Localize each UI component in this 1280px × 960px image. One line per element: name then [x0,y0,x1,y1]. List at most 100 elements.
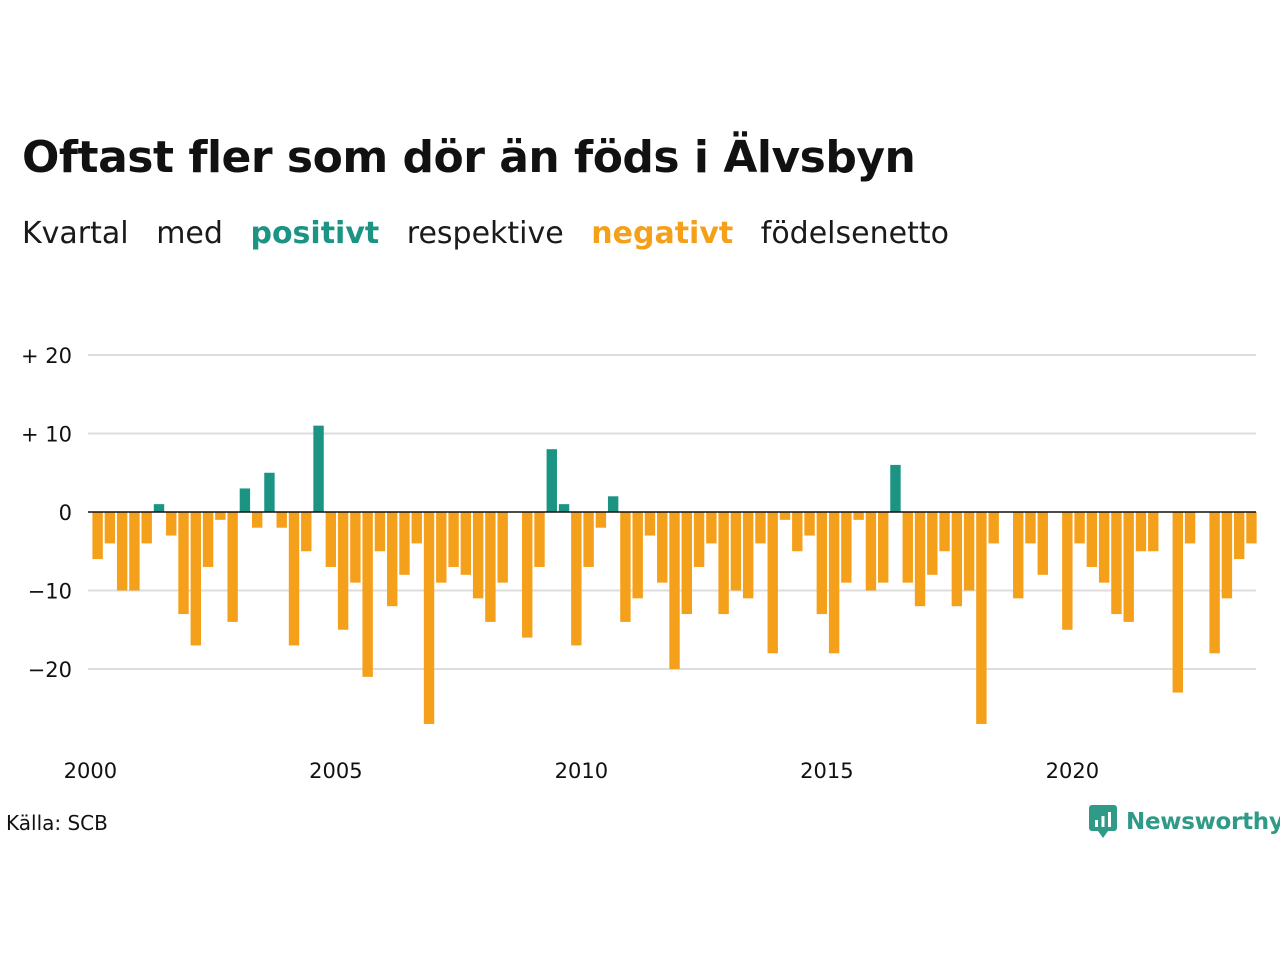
y-tick-label: −20 [28,658,72,682]
bar [1123,512,1134,622]
bar [669,512,680,669]
bar [595,512,607,528]
bar [116,512,128,591]
bar [1086,512,1098,567]
bar [804,512,815,536]
subtitle-text-kvartal: Kvartal [22,216,129,251]
bar [1074,512,1085,544]
bar [178,512,189,615]
bar [1221,512,1233,599]
bar [153,504,165,512]
source-note: Källa: SCB [6,811,108,835]
newsworthy-logo-icon [1089,805,1117,838]
x-tick-label: 2020 [1046,759,1099,783]
chart-title: Oftast fler som dör än föds i Älvsbyn [22,132,916,183]
bar [853,512,864,520]
bar [644,512,656,536]
bar [927,512,938,575]
x-tick-label: 2005 [309,759,362,783]
bar [239,488,251,512]
bar [92,512,103,560]
bar [374,512,386,552]
bar [1013,512,1024,599]
bar [1184,512,1196,544]
bar [730,512,742,591]
bar [583,512,594,567]
bar [325,512,337,567]
bar [166,512,177,536]
x-tick-label: 2015 [800,759,853,783]
bar [1098,512,1110,583]
bar [939,512,950,552]
bar [129,512,140,591]
bar [104,512,116,544]
bar [301,512,312,552]
bar [976,512,987,724]
x-tick-label: 2010 [555,759,608,783]
bar [436,512,447,583]
bar [1135,512,1147,552]
bar [1209,512,1220,654]
bar [1148,512,1159,552]
bar [411,512,422,544]
subtitle-negative-word: negativt [591,216,734,251]
bar [460,512,472,575]
bar [742,512,754,599]
bar [558,504,570,512]
bar [914,512,926,607]
brand-name: Newsworthy [1126,809,1280,835]
bar [227,512,238,622]
bar [988,512,999,544]
y-tick-label: 0 [59,501,72,525]
bar [620,512,631,622]
bar [681,512,692,615]
bar [718,512,729,615]
bar [190,512,201,646]
bar [362,512,373,677]
bar [141,512,152,544]
chart-subtitle: Kvartal med positivt respektive negativt… [22,216,967,251]
bar [350,512,361,583]
bar [951,512,963,607]
bar [902,512,913,583]
brand-logo[interactable]: Newsworthy [1088,804,1280,840]
bar [522,512,533,638]
y-tick-label: −10 [28,580,72,604]
bar [1246,512,1257,544]
x-tick-label: 2000 [64,759,117,783]
x-axis-ticks: 2000 2005 2010 2015 2020 [64,759,1099,783]
bar [215,512,226,520]
y-tick-label: + 10 [21,423,72,447]
bar [1062,512,1073,630]
bar [632,512,643,599]
bar [1037,512,1048,575]
bar [251,512,263,528]
bar [1111,512,1122,615]
subtitle-text-med: med [156,216,223,251]
bar [693,512,705,567]
bar [313,425,324,512]
bar [423,512,435,724]
bar [792,512,803,552]
subtitle-positive-word: positivt [250,216,380,251]
bar [337,512,349,630]
bar [1025,512,1036,544]
bar [497,512,508,583]
bar [546,449,557,512]
y-tick-label: + 20 [21,344,72,368]
bar [865,512,877,591]
bar [1172,512,1183,693]
bar [841,512,852,583]
bar [472,512,484,599]
bar [202,512,214,567]
bar [534,512,545,567]
bar [264,472,275,512]
bar [607,496,619,512]
bar [890,464,901,512]
bar [1233,512,1245,560]
bar [485,512,496,622]
bars [92,425,1257,724]
bar [706,512,717,544]
bar [571,512,582,646]
